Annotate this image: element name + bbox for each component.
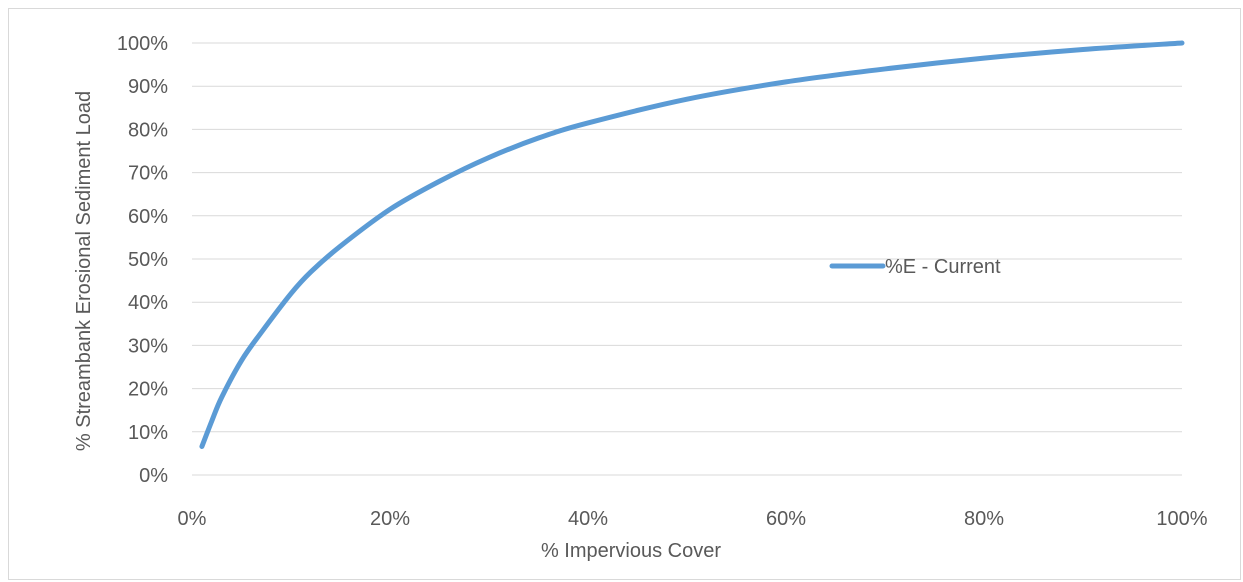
x-axis-title: % Impervious Cover — [541, 540, 721, 562]
y-tick-label: 10% — [128, 422, 168, 444]
y-tick-label: 70% — [128, 163, 168, 185]
y-tick-label: 80% — [128, 119, 168, 141]
x-tick-label: 0% — [178, 508, 207, 530]
y-tick-label: 0% — [139, 465, 168, 487]
x-tick-label: 60% — [766, 508, 806, 530]
y-tick-label: 30% — [128, 335, 168, 357]
chart-frame — [8, 8, 1241, 580]
y-tick-label: 50% — [128, 249, 168, 271]
y-axis-ticks: 0% 10% 20% 30% 40% 50% 60% 70% 80% 90% 100% — [117, 33, 168, 487]
x-tick-label: 40% — [568, 508, 608, 530]
legend-label-current: %E - Current — [885, 256, 1001, 278]
gridlines — [192, 42, 1182, 476]
x-tick-label: 20% — [370, 508, 410, 530]
x-tick-label: 80% — [964, 508, 1004, 530]
x-axis-ticks: 0% 20% 40% 60% 80% 100% — [178, 508, 1208, 530]
legend: %E - Current — [829, 256, 1001, 278]
y-tick-label: 60% — [128, 206, 168, 228]
x-tick-label: 100% — [1156, 508, 1207, 530]
y-axis-title: % Streambank Erosional Sediment Load — [73, 91, 95, 451]
y-tick-label: 20% — [128, 379, 168, 401]
y-tick-label: 100% — [117, 33, 168, 55]
y-tick-label: 90% — [128, 76, 168, 98]
series-layer — [199, 40, 1185, 449]
y-tick-label: 40% — [128, 292, 168, 314]
series-line-current — [199, 40, 1185, 449]
